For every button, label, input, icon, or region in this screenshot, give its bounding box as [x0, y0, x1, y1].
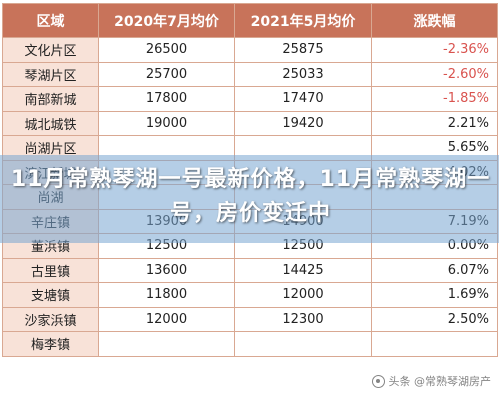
- district-cell: 南部新城: [2, 86, 99, 112]
- change-cell: [371, 331, 498, 357]
- change-cell: -1.85%: [371, 86, 498, 112]
- table-row: 文化片区 26500 25875 -2.36%: [2, 37, 498, 63]
- district-cell: 琴湖片区: [2, 61, 99, 87]
- price-2021-05-cell: 17470: [234, 86, 372, 112]
- change-cell: 6.07%: [371, 257, 498, 283]
- table-row: 沙家浜镇 12000 12300 2.50%: [2, 306, 498, 332]
- district-cell: 文化片区: [2, 37, 99, 63]
- table-row: 梅李镇: [2, 331, 498, 357]
- district-cell: 梅李镇: [2, 331, 99, 357]
- price-2020-07-cell: 11800: [98, 282, 235, 308]
- watermark: 头条 @常熟琴湖房产: [371, 373, 492, 389]
- headline: 11月常熟琴湖一号最新价格，11月常熟琴湖一号，房价变迁中: [10, 167, 491, 226]
- price-2021-05-cell: 14425: [234, 257, 372, 283]
- header-price-2020-07: 2020年7月均价: [98, 3, 235, 38]
- price-2020-07-cell: 12000: [98, 306, 235, 332]
- table-row: 古里镇 13600 14425 6.07%: [2, 257, 498, 283]
- district-cell: 古里镇: [2, 257, 99, 283]
- table-row: 城北城铁 19000 19420 2.21%: [2, 110, 498, 136]
- district-cell: 城北城铁: [2, 110, 99, 136]
- price-2021-05-cell: 25033: [234, 61, 372, 87]
- price-2021-05-cell: 19420: [234, 110, 372, 136]
- table-row: 南部新城 17800 17470 -1.85%: [2, 86, 498, 112]
- watermark-logo-icon: [371, 374, 385, 388]
- price-2021-05-cell: 12000: [234, 282, 372, 308]
- table-header: 区域 2020年7月均价 2021年5月均价 涨跌幅: [2, 3, 498, 38]
- change-cell: -2.36%: [371, 37, 498, 63]
- change-cell: 1.69%: [371, 282, 498, 308]
- price-2020-07-cell: 13600: [98, 257, 235, 283]
- table-row: 支塘镇 11800 12000 1.69%: [2, 282, 498, 308]
- price-2021-05-cell: 25875: [234, 37, 372, 63]
- header-district: 区域: [2, 3, 99, 38]
- price-2020-07-cell: 25700: [98, 61, 235, 87]
- price-2021-05-cell: [234, 331, 372, 357]
- headline-overlay: [0, 155, 499, 243]
- price-2020-07-cell: [98, 331, 235, 357]
- district-cell: 支塘镇: [2, 282, 99, 308]
- price-2020-07-cell: 19000: [98, 110, 235, 136]
- change-cell: 2.50%: [371, 306, 498, 332]
- change-cell: -2.60%: [371, 61, 498, 87]
- header-change: 涨跌幅: [371, 3, 498, 38]
- watermark-text: 头条 @常熟琴湖房产: [388, 375, 492, 388]
- price-2020-07-cell: 17800: [98, 86, 235, 112]
- header-price-2021-05: 2021年5月均价: [234, 3, 372, 38]
- table-row: 琴湖片区 25700 25033 -2.60%: [2, 61, 498, 87]
- change-cell: 2.21%: [371, 110, 498, 136]
- header-row: 区域 2020年7月均价 2021年5月均价 涨跌幅: [2, 3, 498, 38]
- district-cell: 沙家浜镇: [2, 306, 99, 332]
- price-2021-05-cell: 12300: [234, 306, 372, 332]
- price-2020-07-cell: 26500: [98, 37, 235, 63]
